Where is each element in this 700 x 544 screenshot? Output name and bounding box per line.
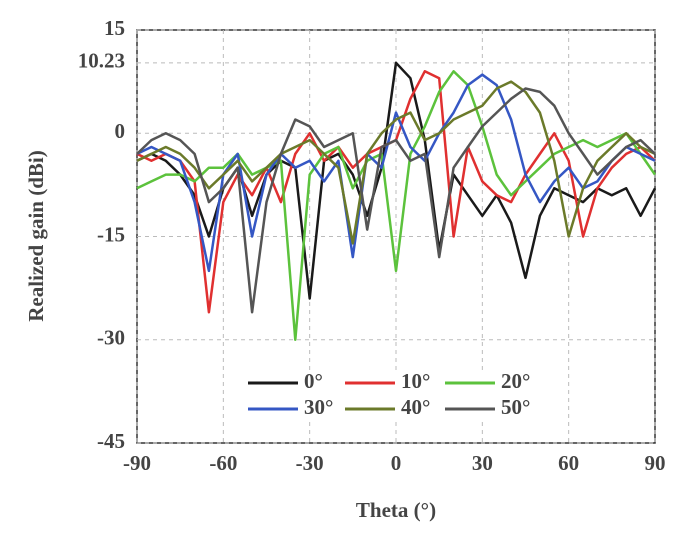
y-tick-label: 10.23	[78, 49, 125, 73]
y-tick-label: 0	[115, 119, 126, 143]
legend-label: 0°	[304, 369, 323, 393]
x-tick-label: -60	[209, 451, 237, 475]
x-tick-label: 90	[645, 451, 666, 475]
x-tick-label: 60	[558, 451, 579, 475]
x-tick-label: -30	[296, 451, 324, 475]
series-line	[136, 87, 656, 314]
x-tick-label: -90	[123, 451, 151, 475]
y-tick-label: -30	[97, 326, 125, 350]
legend-label: 40°	[401, 395, 430, 419]
legend-label: 30°	[304, 395, 333, 419]
x-tick-label: 0	[391, 451, 402, 475]
legend-label: 20°	[501, 369, 530, 393]
legend-label: 50°	[501, 395, 530, 419]
y-tick-label: -15	[97, 222, 125, 246]
y-tick-label: -45	[97, 429, 125, 453]
x-axis-label: Theta (°)	[356, 498, 436, 522]
series-line	[136, 80, 656, 245]
y-axis-label: Realized gain (dBi)	[24, 150, 48, 322]
legend-label: 10°	[401, 369, 430, 393]
y-tick-label: 15	[104, 16, 125, 40]
series-line	[136, 70, 657, 342]
x-tick-label: 30	[472, 451, 493, 475]
